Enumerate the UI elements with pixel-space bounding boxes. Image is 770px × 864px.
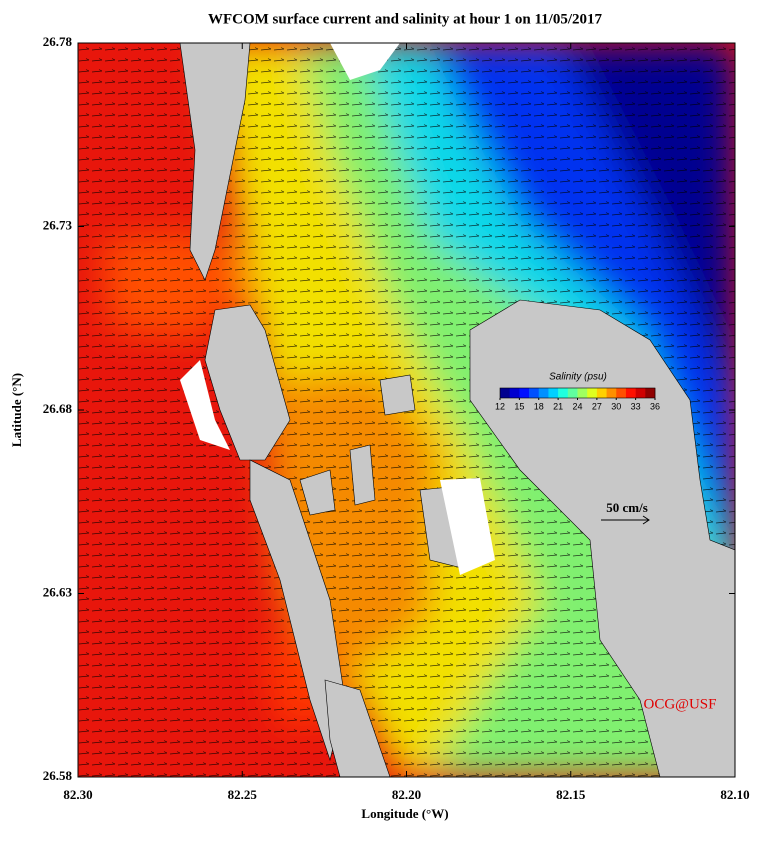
colorbar-swatch — [500, 388, 510, 398]
x-tick-label: 82.30 — [63, 787, 92, 802]
colorbar-swatch — [577, 388, 588, 398]
colorbar-swatch — [538, 388, 549, 398]
colorbar-swatch — [635, 388, 646, 398]
colorbar-swatch — [625, 388, 636, 398]
x-tick-label: 82.25 — [228, 787, 258, 802]
colorbar-swatch — [558, 388, 569, 398]
y-tick-label: 26.68 — [43, 401, 73, 416]
colorbar-swatch — [519, 388, 530, 398]
colorbar-tick-label: 36 — [650, 401, 660, 411]
colorbar-swatch — [548, 388, 559, 398]
y-tick-label: 26.78 — [43, 34, 73, 49]
colorbar-tick-label: 27 — [592, 401, 602, 411]
colorbar-swatch — [596, 388, 607, 398]
colorbar-tick-label: 21 — [553, 401, 563, 411]
y-axis-label: Latitude (°N) — [9, 373, 24, 447]
credit: OCG@USF — [643, 696, 716, 712]
colorbar-swatch — [616, 388, 627, 398]
colorbar-tick-label: 12 — [495, 401, 505, 411]
colorbar-tick-label: 24 — [572, 401, 582, 411]
colorbar-tick-label: 15 — [514, 401, 524, 411]
colorbar-tick-label: 30 — [611, 401, 621, 411]
colorbar-tick-label: 18 — [534, 401, 544, 411]
colorbar-swatch — [509, 388, 520, 398]
x-tick-label: 82.10 — [720, 787, 749, 802]
x-axis-label: Longitude (°W) — [361, 806, 448, 821]
x-tick-label: 82.20 — [392, 787, 421, 802]
salinity-field — [78, 43, 735, 777]
scale-label: 50 cm/s — [606, 500, 648, 515]
title: WFCOM surface current and salinity at ho… — [208, 11, 603, 27]
y-tick-label: 26.73 — [43, 217, 73, 232]
colorbar-swatch — [567, 388, 578, 398]
y-tick-label: 26.63 — [43, 584, 73, 599]
colorbar-label: Salinity (psu) — [549, 372, 607, 383]
colorbar-swatch — [645, 388, 656, 398]
colorbar-swatch — [587, 388, 598, 398]
colorbar-tick-label: 33 — [631, 401, 641, 411]
y-tick-label: 26.58 — [43, 768, 73, 783]
scale-arrowhead — [642, 515, 650, 525]
colorbar-swatch — [529, 388, 540, 398]
x-tick-label: 82.15 — [556, 787, 586, 802]
colorbar-swatch — [606, 388, 617, 398]
